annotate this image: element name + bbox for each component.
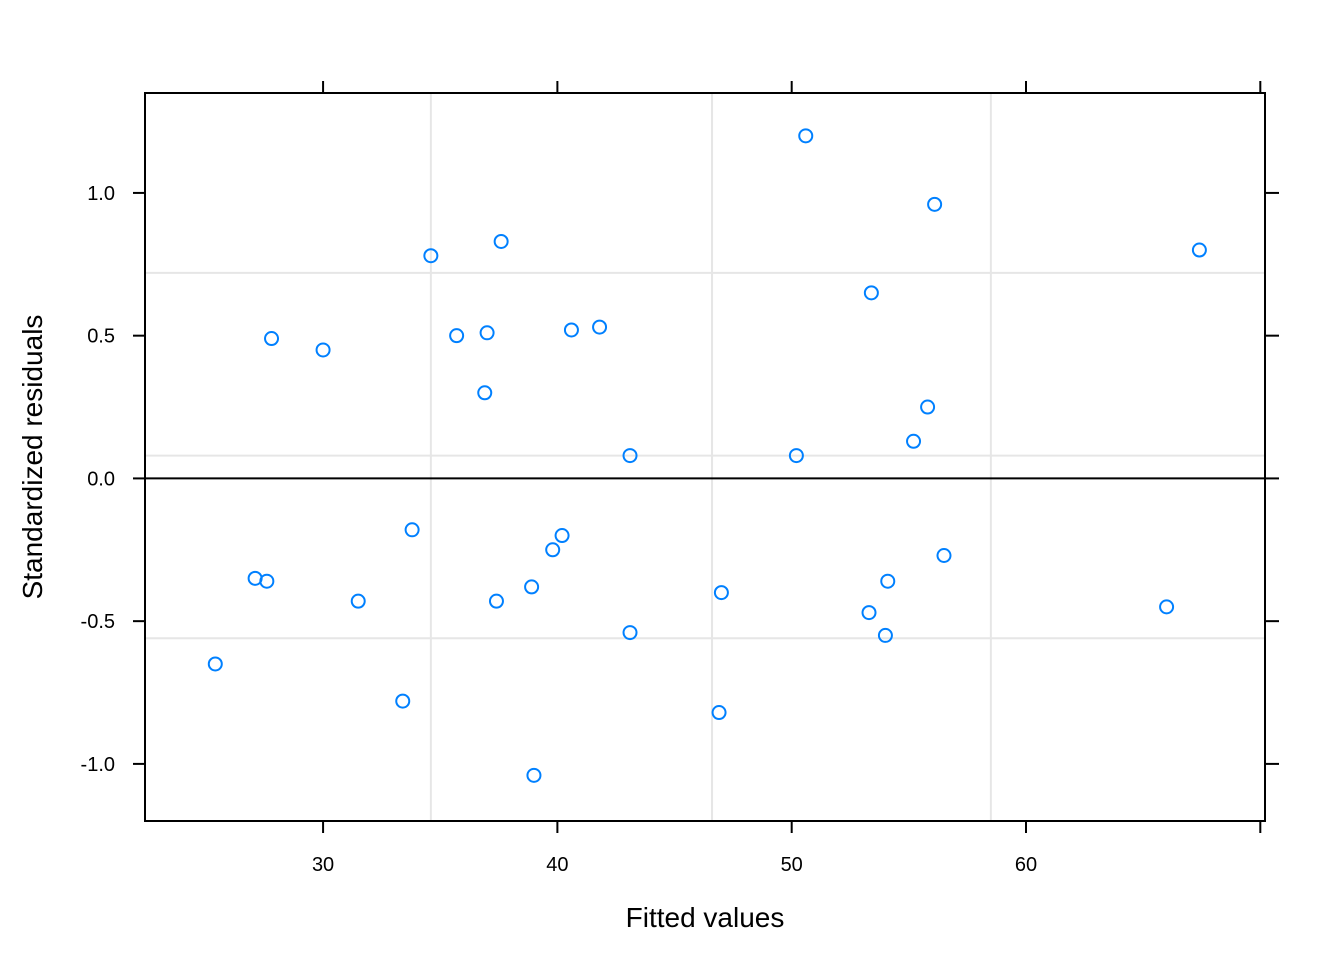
data-point (711, 705, 727, 721)
data-point (488, 593, 504, 609)
y-tick-label: 0.5 (87, 326, 115, 348)
data-point (554, 528, 570, 544)
x-tick-label: 30 (312, 854, 334, 876)
data-point (927, 196, 943, 212)
data-point (906, 433, 922, 449)
data-point (788, 448, 804, 464)
y-tick-label: -1.0 (81, 754, 115, 776)
data-point (264, 331, 280, 347)
data-point (592, 319, 608, 335)
data-point (936, 547, 952, 563)
data-point (622, 448, 638, 464)
data-point (1191, 242, 1207, 258)
x-tick-label: 40 (546, 854, 568, 876)
y-tick-label: 1.0 (87, 183, 115, 205)
data-point (524, 579, 540, 595)
data-point (207, 656, 223, 672)
y-tick-label: -0.5 (81, 611, 115, 633)
data-point (449, 328, 465, 344)
grid (145, 93, 1265, 821)
data-point (395, 693, 411, 709)
data-point (479, 325, 495, 341)
y-tick-label: 0.0 (87, 468, 115, 490)
data-points (207, 128, 1207, 783)
x-tick-label: 60 (1015, 854, 1037, 876)
data-point (423, 248, 439, 264)
data-point (526, 767, 542, 783)
data-point (863, 285, 879, 301)
data-point (259, 573, 275, 589)
data-point (1159, 599, 1175, 615)
data-point (545, 542, 561, 558)
data-point (798, 128, 814, 144)
data-point (861, 605, 877, 621)
data-point (622, 625, 638, 641)
data-point (404, 522, 420, 538)
data-point (315, 342, 331, 358)
data-point (880, 573, 896, 589)
plot-frame (144, 92, 1266, 822)
data-point (563, 322, 579, 338)
data-point (493, 233, 509, 249)
data-point (477, 385, 493, 401)
axis-ticks: 30 40 50 60 -1.0 -0.5 0.0 0.5 1.0 (81, 81, 1279, 876)
y-axis-title: Standardized residuals (17, 315, 48, 600)
x-axis-title: Fitted values (626, 902, 785, 933)
x-tick-label: 50 (781, 854, 803, 876)
data-point (877, 627, 893, 643)
data-point (350, 593, 366, 609)
data-point (713, 585, 729, 601)
data-point (920, 399, 936, 415)
